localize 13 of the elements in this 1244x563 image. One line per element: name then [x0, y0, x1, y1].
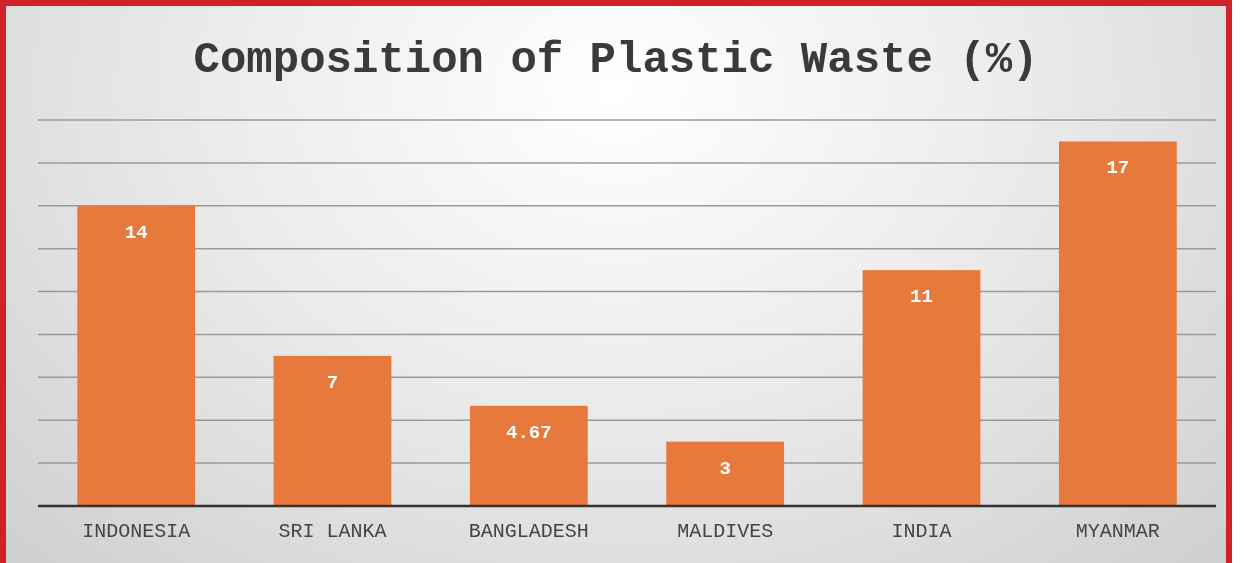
- x-tick-label: INDIA: [891, 520, 952, 544]
- data-label: 3: [719, 457, 731, 480]
- data-label: 14: [124, 221, 148, 244]
- data-label: 17: [1106, 157, 1130, 180]
- x-tick-label: BANGLADESH: [468, 520, 589, 544]
- x-tick-label: INDONESIA: [82, 520, 191, 544]
- data-label: 4.67: [506, 421, 552, 444]
- x-tick-label: MYANMAR: [1075, 520, 1160, 544]
- chart-title: Composition of Plastic Waste (%): [193, 35, 1039, 85]
- x-tick-label: MALDIVES: [677, 520, 774, 544]
- data-label: 11: [910, 286, 933, 309]
- data-label: 7: [326, 371, 339, 394]
- x-tick-label: SRI LANKA: [278, 520, 387, 544]
